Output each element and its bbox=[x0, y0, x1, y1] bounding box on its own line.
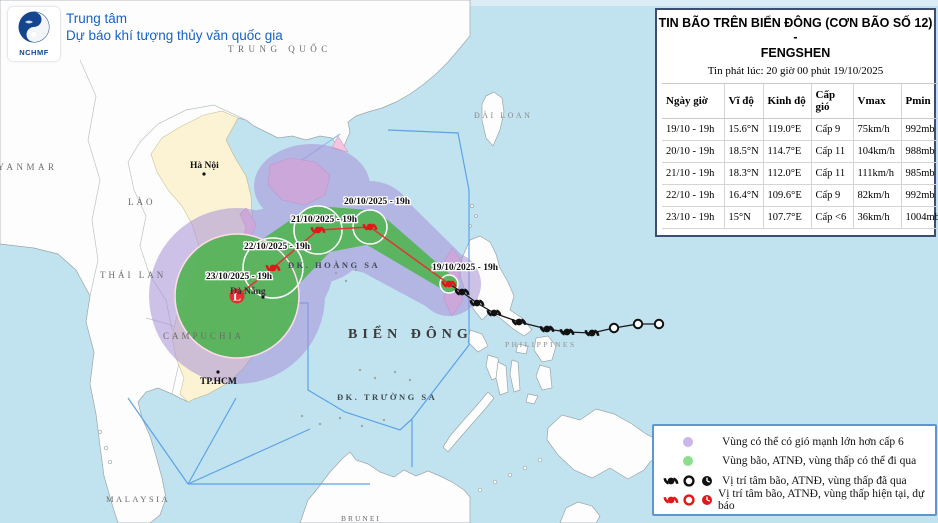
purple-area-icon bbox=[683, 436, 693, 447]
cell: 109.6°E bbox=[762, 184, 811, 207]
tphcm-dot bbox=[216, 370, 220, 374]
panel-title-line1: TIN BÃO TRÊN BIỂN ĐÔNG (CƠN BÃO SỐ 12) - bbox=[658, 16, 933, 44]
table-row: 20/10 - 19h 18.5°N 114.7°E Cấp 11 104km/h 988… bbox=[662, 140, 938, 163]
col-vi-do: Vĩ độ bbox=[723, 83, 763, 119]
panel-title-line2: FENGSHEN bbox=[760, 46, 831, 60]
track-label-20: 20/10/2025 - 19h bbox=[344, 197, 411, 207]
islands bbox=[97, 91, 663, 523]
label-lao: LÀO bbox=[128, 197, 156, 207]
cell: Cấp 9 bbox=[810, 184, 853, 207]
cell: 82km/h bbox=[852, 184, 901, 207]
label-campuchia: CAMPUCHIA bbox=[163, 331, 244, 341]
legend-row-current: Vị trí tâm bão, ATNĐ, vùng thấp hiện tại… bbox=[662, 488, 927, 513]
legend-label: Vị trí tâm bão, ATNĐ, vùng thấp hiện tại… bbox=[718, 488, 925, 513]
legend-label: Vùng bão, ATNĐ, vùng thấp có thể đi qua bbox=[722, 455, 917, 468]
cell: 18.5°N bbox=[723, 140, 763, 163]
past-track bbox=[448, 283, 665, 338]
org-name: Trung tâm Dự báo khí tượng thủy văn quốc… bbox=[66, 10, 283, 44]
green-area-icon bbox=[683, 456, 693, 467]
table-header-row: Ngày giờ Vĩ độ Kinh độ Cấp gió Vmax Pmin bbox=[662, 83, 938, 119]
past-storm-symbols-icon bbox=[663, 475, 713, 487]
forecast-track: L bbox=[229, 222, 457, 304]
col-ngay-gio: Ngày giờ bbox=[662, 83, 724, 119]
table-row: 23/10 - 19h 15°N 107.7°E Cấp <6 36km/h 1004mb bbox=[662, 206, 938, 229]
cell: 18.3°N bbox=[723, 162, 763, 185]
cell: 111km/h bbox=[852, 162, 901, 185]
legend-row-purple: Vùng có thể có gió mạnh lớn hơn cấp 6 bbox=[662, 432, 927, 452]
label-dai-loan: ĐÀI LOAN bbox=[474, 110, 532, 120]
label-malaysia: MALAYSIA bbox=[106, 494, 170, 504]
cell: 75km/h bbox=[852, 118, 901, 141]
cell: Cấp 11 bbox=[810, 162, 853, 185]
low-pressure-letter: L bbox=[233, 290, 241, 304]
map-labels: TRUNG QUỐC ĐÀI LOAN MYANMAR LÀO THÁI LAN… bbox=[0, 44, 577, 523]
current-storm-symbols-icon bbox=[663, 494, 713, 506]
cell: 992mb bbox=[900, 118, 938, 141]
nchmf-logo: NCHMF bbox=[8, 7, 60, 61]
label-thai-lan: THÁI LAN bbox=[100, 270, 166, 280]
cell: 15.6°N bbox=[723, 118, 763, 141]
cell: 23/10 - 19h bbox=[662, 206, 724, 229]
table-row: 22/10 - 19h 16.4°N 109.6°E Cấp 9 82km/h 992mb bbox=[662, 184, 938, 207]
storm-info-panel: TIN BÃO TRÊN BIỂN ĐÔNG (CƠN BÃO SỐ 12) -… bbox=[655, 8, 938, 237]
table-row: 19/10 - 19h 15.6°N 119.0°E Cấp 9 75km/h 992mb bbox=[662, 118, 938, 141]
cell: 21/10 - 19h bbox=[662, 162, 724, 185]
da-nang-dot bbox=[261, 295, 265, 299]
track-label-21: 21/10/2025 - 19h bbox=[291, 215, 358, 225]
ha-noi-dot bbox=[202, 172, 206, 176]
cell: 114.7°E bbox=[762, 140, 811, 163]
city-labels: Hà Nội Đà Nẵng TP.HCM bbox=[190, 161, 266, 387]
cell: Cấp <6 bbox=[810, 206, 853, 229]
track-time-labels: 19/10/2025 - 19h 20/10/2025 - 19h 21/10/… bbox=[205, 196, 500, 284]
forecast-uncertainty-circles bbox=[174, 205, 459, 359]
col-vmax: Vmax bbox=[852, 83, 901, 119]
cell: 988mb bbox=[900, 140, 938, 163]
cell: 104km/h bbox=[852, 140, 901, 163]
org-name-line2: Dự báo khí tượng thủy văn quốc gia bbox=[66, 28, 283, 43]
cell: 15°N bbox=[723, 206, 763, 229]
cell: 22/10 - 19h bbox=[662, 184, 724, 207]
forecast-table: Ngày giờ Vĩ độ Kinh độ Cấp gió Vmax Pmin… bbox=[662, 83, 938, 229]
track-label-22: 22/10/2025 - 19h bbox=[244, 242, 311, 252]
label-da-nang: Đà Nẵng bbox=[230, 286, 266, 297]
label-bien-dong: BIỂN ĐÔNG bbox=[348, 324, 473, 342]
cell: 19/10 - 19h bbox=[662, 118, 724, 141]
org-name-line1: Trung tâm bbox=[66, 11, 128, 26]
legend-row-green: Vùng bão, ATNĐ, vùng thấp có thể đi qua bbox=[662, 452, 927, 472]
logo-text: NCHMF bbox=[19, 48, 49, 57]
label-tphcm: TP.HCM bbox=[200, 377, 237, 387]
label-trung-quoc: TRUNG QUỐC bbox=[228, 44, 332, 54]
legend-row-past: Vị trí tâm bão, ATNĐ, vùng thấp đã qua bbox=[662, 471, 927, 491]
cell: 36km/h bbox=[852, 206, 901, 229]
cell: Cấp 11 bbox=[810, 140, 853, 163]
cell: 20/10 - 19h bbox=[662, 140, 724, 163]
panel-issued-time: Tin phát lúc: 20 giờ 00 phút 19/10/2025 bbox=[707, 65, 884, 77]
col-cap-gio: Cấp gió bbox=[810, 83, 853, 119]
track-label-19: 19/10/2025 - 19h bbox=[432, 263, 499, 273]
nchmf-emblem-icon bbox=[18, 11, 50, 43]
cell: Cấp 9 bbox=[810, 118, 853, 141]
cell: 985mb bbox=[900, 162, 938, 185]
label-myanmar: MYANMAR bbox=[0, 162, 58, 172]
cell: 16.4°N bbox=[723, 184, 763, 207]
cell: 119.0°E bbox=[762, 118, 811, 141]
label-truong-sa: ĐK. TRƯỜNG SA bbox=[337, 392, 437, 402]
map-legend: Vùng có thể có gió mạnh lớn hơn cấp 6 Vù… bbox=[652, 424, 937, 516]
track-label-23: 23/10/2025 - 19h bbox=[206, 272, 273, 282]
legend-label: Vùng có thể có gió mạnh lớn hơn cấp 6 bbox=[722, 435, 904, 448]
label-philippines: PHILIPPINES bbox=[505, 340, 577, 349]
cell: 112.0°E bbox=[762, 162, 811, 185]
label-hoang-sa: ĐK. HOÀNG SA bbox=[288, 260, 380, 270]
cell: 992mb bbox=[900, 184, 938, 207]
label-brunei: BRUNEI bbox=[341, 514, 381, 523]
low-pressure-symbol bbox=[229, 288, 245, 304]
col-kinh-do: Kinh độ bbox=[762, 83, 811, 119]
cell: 107.7°E bbox=[762, 206, 811, 229]
cell: 1004mb bbox=[900, 206, 938, 229]
col-pmin: Pmin bbox=[900, 83, 938, 119]
label-ha-noi: Hà Nội bbox=[190, 161, 219, 171]
legend-label: Vị trí tâm bão, ATNĐ, vùng thấp đã qua bbox=[722, 474, 907, 487]
table-row: 21/10 - 19h 18.3°N 112.0°E Cấp 11 111km/h 985… bbox=[662, 162, 938, 185]
